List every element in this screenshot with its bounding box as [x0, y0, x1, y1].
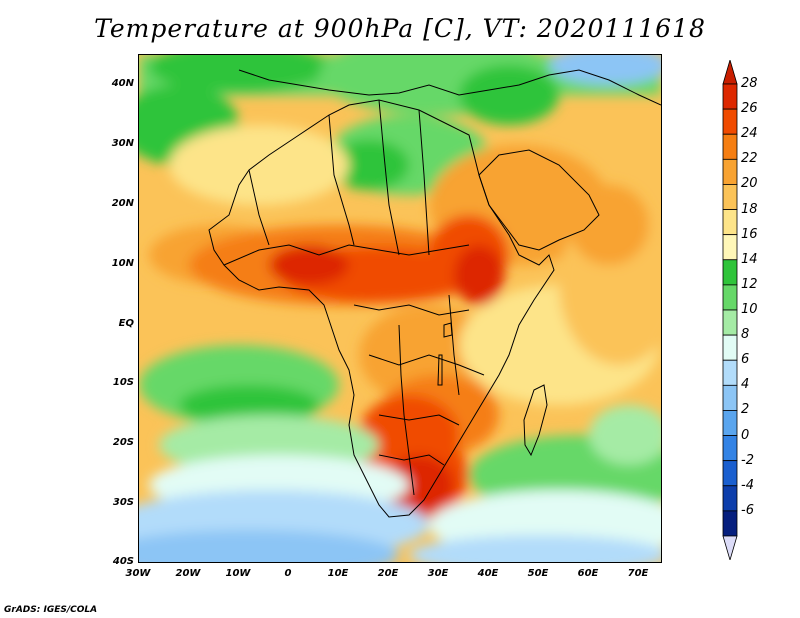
- lon-label: 50E: [527, 568, 549, 579]
- colorbar-tick-label: 22: [741, 151, 758, 167]
- colorbar-tick-label: 10: [741, 302, 758, 317]
- colorbar-tick-label: -2: [741, 452, 754, 468]
- temperature-field: [139, 55, 661, 562]
- map-title: Temperature at 900hPa [C], VT: 202011161…: [94, 14, 706, 43]
- lat-label: 10S: [112, 377, 134, 388]
- colorbar-tick-label: 0: [741, 427, 750, 443]
- colorbar-segment: [722, 309, 738, 336]
- colorbar-segment: [722, 284, 738, 311]
- colorbar-segment: [722, 184, 738, 210]
- lon-label: 70E: [627, 568, 649, 579]
- colorbar-segment: [722, 384, 738, 411]
- colorbar-tick-label: -6: [741, 502, 754, 518]
- lon-label: 10E: [327, 568, 349, 579]
- lon-label: 0: [284, 568, 292, 579]
- colorbar-tick-label: 2: [741, 402, 750, 418]
- lat-label: EQ: [118, 318, 134, 329]
- colorbar-tick-label: 8: [741, 327, 750, 343]
- lat-label: 40S: [112, 556, 134, 567]
- lon-label: 20E: [377, 568, 399, 579]
- colorbar-segment: [722, 83, 738, 110]
- colorbar-tick-label: -4: [741, 477, 754, 493]
- lon-label: 30E: [427, 568, 449, 579]
- colorbar-tick-label: 16: [741, 226, 758, 242]
- lat-label: 20N: [111, 198, 134, 209]
- colorbar-segment: [722, 435, 738, 462]
- lat-label: 30N: [111, 138, 134, 149]
- colorbar-tick-label: 6: [741, 352, 750, 368]
- colorbar-segment: [722, 410, 738, 436]
- colorbar-tick-label: 28: [741, 76, 758, 91]
- colorbar-tick-label: 24: [741, 126, 758, 142]
- colorbar-segment: [722, 158, 738, 185]
- colorbar-segment: [722, 460, 738, 487]
- colorbar-segment: [722, 259, 738, 286]
- coastlines: [208, 69, 661, 518]
- colorbar-segment: [722, 334, 738, 361]
- lat-label: 30S: [112, 497, 134, 508]
- colorbar-top-triangle: [722, 60, 738, 85]
- lat-label: 40N: [111, 78, 134, 89]
- lat-label: 10N: [111, 258, 134, 269]
- lon-label: 20W: [175, 568, 201, 579]
- colorbar-tick-label: 4: [741, 377, 750, 393]
- colorbar-tick-label: 18: [741, 201, 758, 217]
- lon-label: 40E: [477, 568, 499, 579]
- lon-label: 60E: [577, 568, 599, 579]
- colorbar-segment: [722, 359, 738, 386]
- colorbar-bottom-triangle: [722, 535, 738, 560]
- temperature-map: [138, 54, 662, 563]
- lon-label: 30W: [125, 568, 151, 579]
- lon-label: 10W: [225, 568, 251, 579]
- colorbar-tick-label: 26: [741, 101, 758, 117]
- colorbar-segment: [722, 108, 738, 135]
- colorbar-segment: [722, 209, 738, 236]
- lat-label: 20S: [112, 437, 134, 448]
- colorbar-segment: [722, 485, 738, 512]
- colorbar-segment: [722, 133, 738, 160]
- colorbar-tick-label: 12: [741, 276, 758, 292]
- colorbar-tick-label: 20: [741, 176, 758, 192]
- colorbar-tick-label: 14: [741, 251, 758, 267]
- colorbar-segment: [722, 234, 738, 261]
- colorbar-segment: [722, 510, 738, 537]
- colorbar: [722, 60, 738, 560]
- footer-credit: GrADS: IGES/COLA: [4, 605, 98, 615]
